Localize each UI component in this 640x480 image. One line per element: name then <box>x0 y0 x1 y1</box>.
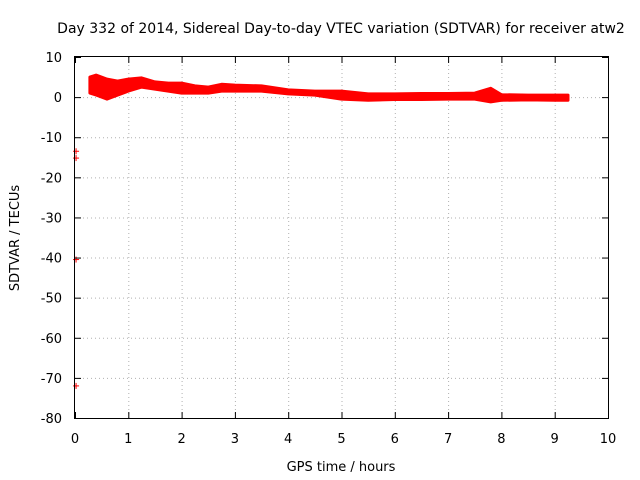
x-tick-label: 0 <box>71 432 79 447</box>
x-tick-label: 8 <box>497 432 505 447</box>
y-tick-label: -70 <box>41 372 62 387</box>
x-tick-label: 4 <box>284 432 292 447</box>
x-tick-label: 7 <box>444 432 452 447</box>
x-tick-labels: 0 1 2 3 4 5 6 7 8 9 10 <box>71 432 616 447</box>
x-tick-label: 9 <box>551 432 559 447</box>
x-tick-label: 10 <box>600 432 617 447</box>
grid <box>75 57 608 418</box>
y-tick-label: 0 <box>54 91 62 106</box>
x-tick-label: 5 <box>337 432 345 447</box>
y-tick-label: -30 <box>41 211 62 226</box>
plot-frame <box>74 56 609 419</box>
x-tick-label: 3 <box>231 432 239 447</box>
outlier-point <box>73 155 80 162</box>
y-tick-label: -20 <box>41 171 62 186</box>
x-tick-label: 1 <box>124 432 132 447</box>
outlier-point <box>73 256 80 263</box>
outlier-point <box>73 148 80 155</box>
y-axis-label: SDTVAR / TECUs <box>8 185 23 292</box>
x-tick-label: 2 <box>177 432 185 447</box>
x-axis-label: GPS time / hours <box>287 460 396 475</box>
outlier-point <box>73 382 80 389</box>
y-tick-label: -80 <box>41 412 62 427</box>
y-tick-labels: -80 -70 -60 -50 -40 -30 -20 -10 0 10 <box>41 51 62 427</box>
data-band <box>88 73 570 104</box>
y-tick-label: -40 <box>41 252 62 267</box>
y-tick-label: 10 <box>45 51 62 66</box>
y-tick-label: -50 <box>41 292 62 307</box>
y-tick-label: -10 <box>41 131 62 146</box>
axis-ticks <box>75 57 609 419</box>
chart-title: Day 332 of 2014, Sidereal Day-to-day VTE… <box>57 21 625 37</box>
x-tick-label: 6 <box>391 432 399 447</box>
data-layer <box>73 73 570 389</box>
y-tick-label: -60 <box>41 332 62 347</box>
